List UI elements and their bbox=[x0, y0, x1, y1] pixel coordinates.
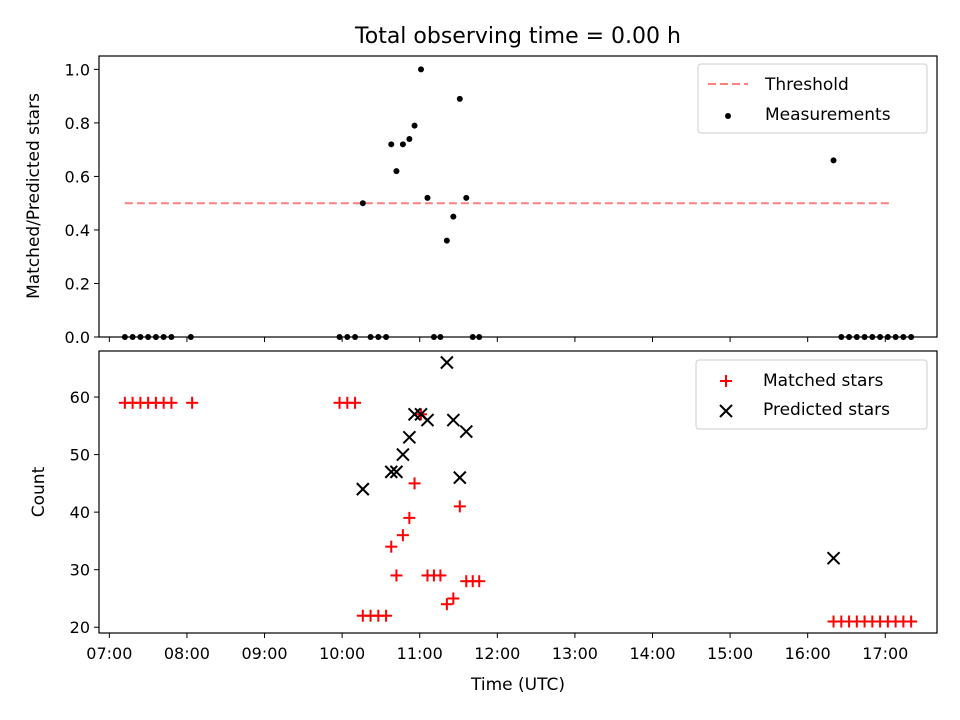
predicted-stars-point bbox=[402, 430, 417, 445]
predicted-stars-point-b bbox=[396, 447, 410, 462]
top-y-tick-label: 1.0 bbox=[65, 60, 90, 79]
matched-stars-point bbox=[408, 477, 421, 490]
x-tick-label: 14:00 bbox=[629, 644, 675, 663]
measurement-point bbox=[393, 168, 400, 175]
predicted-stars-point-b bbox=[407, 407, 422, 422]
matched-stars-point bbox=[380, 609, 393, 622]
predicted-stars-point-b bbox=[440, 355, 454, 370]
measurement-point bbox=[450, 213, 457, 220]
bot-axes-frame bbox=[98, 350, 938, 634]
top-panel: 0.0 0.2 0.4 0.6 0.8 1.0 Matched/Predicted sta… bbox=[24, 55, 938, 347]
x-tick-label: 09:00 bbox=[241, 644, 287, 663]
predicted-stars-point bbox=[440, 355, 454, 370]
matched-stars-point bbox=[440, 598, 453, 611]
measurement-point bbox=[424, 194, 431, 201]
predicted-stars-point bbox=[453, 470, 467, 485]
predicted-stars-point bbox=[356, 482, 370, 496]
figure-title: Total observing time = 0.00 h bbox=[354, 24, 681, 49]
measurement-point bbox=[830, 157, 837, 164]
predicted-stars-point bbox=[826, 551, 841, 565]
predicted-stars-point bbox=[384, 465, 398, 479]
predicted-stars-point bbox=[396, 447, 410, 462]
measurement-point bbox=[399, 141, 406, 148]
matched-stars-point bbox=[434, 569, 447, 582]
legend-threshold-label: Threshold bbox=[764, 75, 849, 95]
x-tick-label: 17:00 bbox=[862, 644, 908, 663]
legend-measurements-label: Measurements bbox=[765, 105, 891, 125]
measurement-point bbox=[406, 135, 413, 142]
bottom-legend-box bbox=[695, 359, 928, 430]
predicted-stars-point-b bbox=[389, 465, 404, 479]
bot-y-tick-label: 60 bbox=[70, 388, 90, 407]
x-tick-label: 16:00 bbox=[785, 644, 831, 663]
predicted-stars-point bbox=[420, 413, 435, 427]
bottom-y-axis-label: Count bbox=[29, 466, 49, 517]
bottom-panel: 20 30 40 50 60 07:00 08:00 09:00 10:00 11:00 12:00… bbox=[29, 350, 938, 695]
matched-stars-point bbox=[403, 511, 416, 524]
measurement-point bbox=[463, 194, 470, 201]
x-tick-label: 13:00 bbox=[552, 644, 598, 663]
matched-stars-point bbox=[186, 396, 199, 409]
matched-stars-point bbox=[385, 540, 398, 553]
x-axis-label: Time (UTC) bbox=[470, 675, 565, 695]
bot-y-tick-label: 40 bbox=[70, 503, 90, 522]
measurement-point bbox=[359, 200, 366, 207]
bot-y-tick-label: 20 bbox=[70, 618, 90, 637]
x-tick-label: 15:00 bbox=[707, 644, 753, 663]
predicted-stars-point-b bbox=[402, 430, 417, 445]
x-tick-label: 12:00 bbox=[474, 644, 520, 663]
bottom-legend: Matched stars Predicted stars bbox=[695, 359, 928, 430]
x-tick-label: 10:00 bbox=[319, 644, 365, 663]
measurement-point bbox=[388, 141, 395, 148]
measurement-point bbox=[443, 237, 450, 244]
predicted-stars-point bbox=[407, 407, 422, 422]
top-y-tick-label: 0.0 bbox=[65, 328, 90, 347]
bot-y-tick-label: 30 bbox=[70, 561, 90, 580]
x-tick-label: 08:00 bbox=[164, 644, 210, 663]
top-y-tick-label: 0.2 bbox=[65, 274, 90, 293]
predicted-stars-point-b bbox=[420, 413, 435, 427]
measurement-point bbox=[411, 122, 418, 129]
measurement-point bbox=[418, 66, 425, 73]
x-tick-label: 11:00 bbox=[397, 644, 443, 663]
measurement-point bbox=[456, 95, 463, 102]
top-axes-frame bbox=[98, 55, 938, 338]
legend-matched-swatch bbox=[720, 375, 732, 387]
matched-stars-point bbox=[165, 396, 178, 409]
predicted-stars-point-b bbox=[384, 465, 398, 479]
predicted-stars-point-b bbox=[826, 551, 841, 565]
legend-matched-label: Matched stars bbox=[763, 371, 883, 391]
legend-predicted-label: Predicted stars bbox=[763, 400, 890, 420]
bot-y-tick-label: 50 bbox=[70, 446, 90, 465]
predicted-stars-point bbox=[389, 465, 404, 479]
legend-measurements-swatch bbox=[725, 113, 731, 119]
top-y-tick-label: 0.6 bbox=[65, 167, 90, 186]
matched-stars-point bbox=[390, 569, 403, 582]
matched-stars-point bbox=[905, 615, 918, 628]
matched-stars-point bbox=[473, 575, 486, 588]
matched-stars-point bbox=[453, 500, 466, 513]
predicted-stars-point-b bbox=[459, 424, 473, 439]
matched-stars-point bbox=[396, 529, 409, 542]
predicted-stars-point bbox=[459, 424, 473, 439]
top-y-axis-label: Matched/Predicted stars bbox=[24, 93, 44, 299]
top-legend: Threshold Measurements bbox=[697, 63, 928, 134]
predicted-stars-point-b bbox=[446, 413, 461, 427]
matched-stars-point bbox=[447, 592, 460, 605]
predicted-stars-point-b bbox=[356, 482, 370, 496]
predicted-stars-point-b bbox=[414, 407, 428, 422]
bottom-plot-area: 20 30 40 50 60 07:00 08:00 09:00 10:00 11:00 12:00… bbox=[70, 350, 938, 663]
predicted-stars-point bbox=[446, 413, 461, 427]
top-plot-area: 0.0 0.2 0.4 0.6 0.8 1.0 bbox=[65, 55, 938, 347]
legend-predicted-swatch bbox=[719, 404, 733, 418]
top-y-tick-label: 0.8 bbox=[65, 114, 90, 133]
matched-stars-point bbox=[349, 396, 362, 409]
top-legend-box bbox=[697, 63, 928, 134]
top-y-tick-label: 0.4 bbox=[65, 221, 90, 240]
predicted-stars-point-b bbox=[453, 470, 467, 485]
x-tick-label: 07:00 bbox=[86, 644, 132, 663]
